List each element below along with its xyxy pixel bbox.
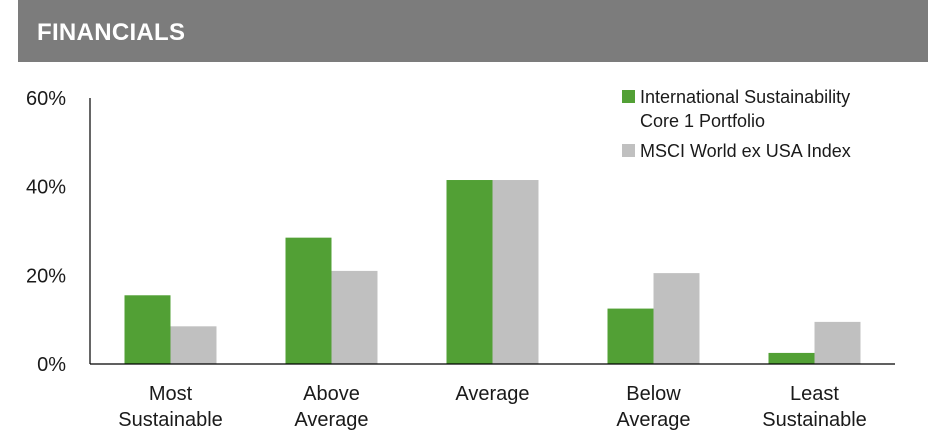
x-category-label: Average — [616, 409, 690, 431]
y-tick-label: 0% — [37, 354, 66, 376]
bar-series-1 — [768, 352, 815, 364]
x-category-label: Sustainable — [118, 409, 223, 431]
x-category-label: Sustainable — [762, 409, 867, 431]
bar-series-2 — [331, 270, 378, 364]
bar-series-2 — [170, 326, 217, 364]
bar-series-1 — [124, 295, 171, 364]
x-category-label: Average — [294, 409, 368, 431]
x-category-label: Average — [455, 383, 529, 405]
legend-label-series-1: International Sustainability — [640, 87, 850, 107]
legend-label-series-1: Core 1 Portfolio — [640, 111, 765, 131]
legend-label-series-2: MSCI World ex USA Index — [640, 141, 851, 161]
y-tick-label: 20% — [26, 265, 66, 287]
x-category-label: Least — [790, 383, 839, 405]
x-category-label: Above — [303, 383, 360, 405]
bar-series-2 — [653, 273, 700, 364]
bar-series-1 — [285, 237, 332, 364]
section-title: FINANCIALS — [37, 19, 186, 46]
legend-swatch-series-2 — [622, 144, 635, 157]
bar-series-1 — [446, 180, 493, 364]
y-tick-label: 40% — [26, 177, 66, 199]
bar-series-2 — [814, 321, 861, 364]
y-tick-label: 60% — [26, 88, 66, 110]
legend-swatch-series-1 — [622, 90, 635, 103]
section-header: FINANCIALS — [18, 0, 928, 62]
x-category-label: Most — [149, 383, 193, 405]
bar-series-2 — [492, 180, 539, 364]
x-category-label: Below — [626, 383, 681, 405]
bar-series-1 — [607, 308, 654, 364]
